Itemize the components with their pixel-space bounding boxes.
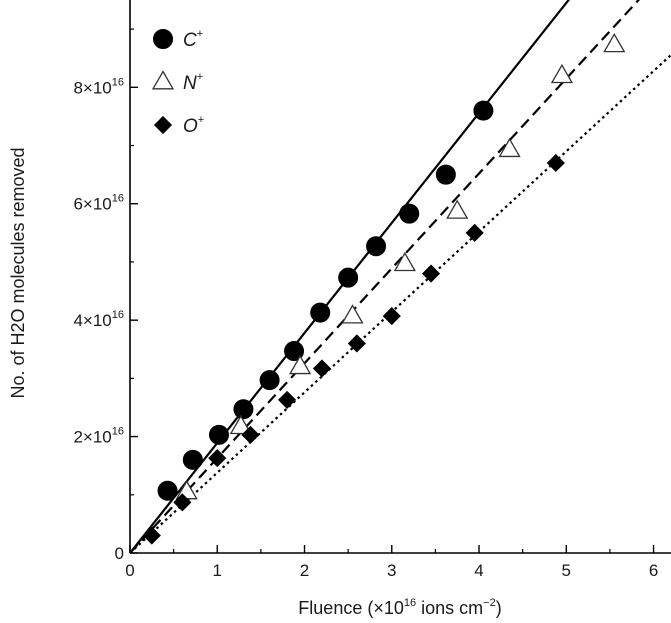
legend-label-o: O+	[183, 114, 204, 137]
point-o	[312, 359, 332, 378]
point-c	[259, 370, 280, 391]
point-o	[208, 449, 227, 468]
x-tick-label: 4	[474, 561, 483, 580]
point-o	[241, 425, 260, 444]
point-c	[366, 236, 387, 257]
point-c	[157, 480, 178, 501]
x-axis-title: Fluence (×1016 ions cm−2)	[298, 597, 501, 618]
point-o	[421, 264, 441, 283]
point-n	[393, 251, 416, 272]
point-c	[338, 267, 359, 288]
point-c	[310, 302, 331, 323]
y-tick-label: 6×1016	[73, 193, 124, 214]
point-o	[546, 153, 565, 173]
y-tick-label: 2×1016	[73, 426, 124, 447]
point-o	[173, 493, 192, 512]
point-c	[399, 203, 420, 224]
point-o	[382, 307, 401, 326]
legend-marker-c	[153, 29, 173, 49]
legend-marker-o	[153, 115, 173, 135]
fit-line-c	[130, 0, 571, 553]
point-c	[209, 424, 230, 445]
axes	[129, 0, 671, 554]
x-tick-label: 0	[125, 561, 134, 580]
tick-labels: 0 1 2 3 4 5 6 0 2×1016 4×1016 6×1016 8×1016	[73, 76, 658, 580]
y-tick-label: 8×1016	[73, 76, 124, 97]
x-tick-label: 2	[300, 561, 309, 580]
fit-line-o	[130, 54, 671, 553]
point-c	[284, 341, 305, 362]
point-n	[603, 33, 626, 53]
fit-lines	[130, 0, 671, 553]
fit-line-n	[130, 0, 641, 553]
y-tick-label: 0	[115, 544, 124, 563]
x-tick-label: 1	[213, 561, 222, 580]
point-c	[233, 399, 254, 420]
legend: C+ N+ O+	[151, 28, 204, 137]
point-n	[446, 199, 469, 219]
point-c	[473, 100, 494, 121]
point-o	[142, 526, 161, 545]
point-n	[550, 63, 574, 84]
x-tick-label: 3	[387, 561, 396, 580]
x-tick-label: 5	[562, 561, 571, 580]
point-o	[347, 334, 366, 353]
point-n	[498, 137, 521, 158]
legend-label-n: N+	[183, 71, 203, 94]
legend-label-c: C+	[183, 28, 203, 51]
point-o	[465, 223, 484, 242]
y-axis-title: No. of H2O molecules removed	[8, 147, 28, 398]
point-n	[341, 304, 364, 324]
point-o	[277, 390, 297, 409]
data-points	[142, 33, 626, 545]
x-tick-label: 6	[649, 561, 658, 580]
point-c	[182, 449, 203, 470]
point-n	[229, 414, 252, 435]
point-c	[435, 164, 456, 185]
y-tick-label: 4×1016	[73, 309, 124, 330]
legend-marker-n	[151, 70, 175, 90]
point-n	[289, 354, 312, 375]
